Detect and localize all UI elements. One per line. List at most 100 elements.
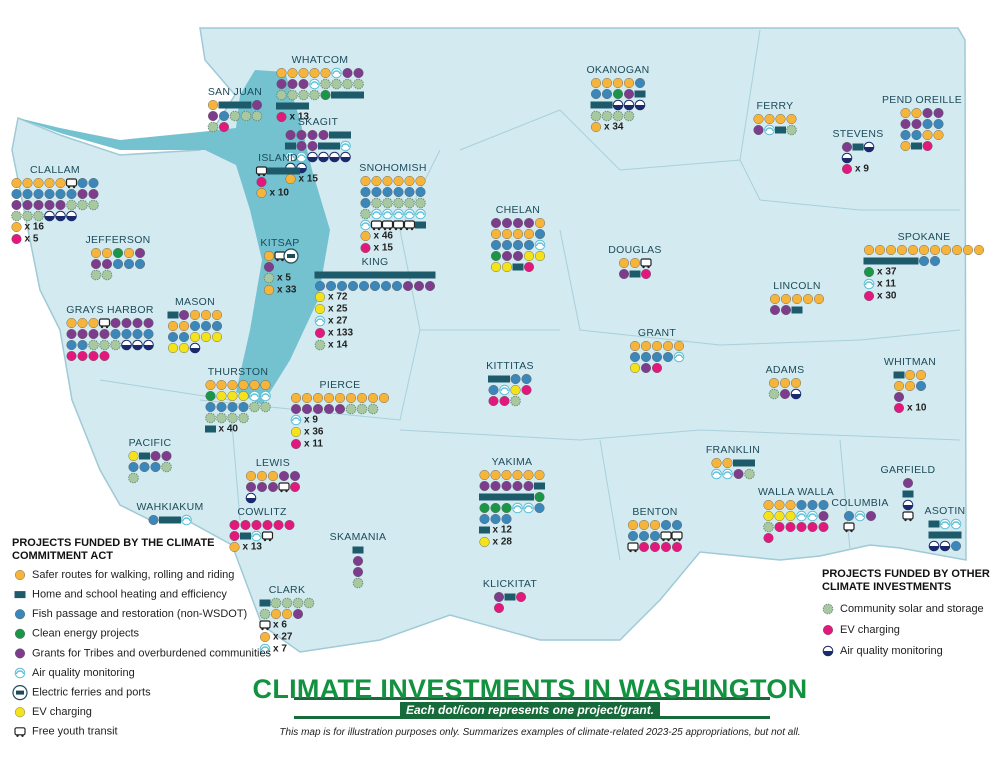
icon <box>775 126 786 134</box>
dot <box>502 250 513 261</box>
dot <box>348 281 359 292</box>
icon <box>336 271 348 279</box>
dot <box>905 370 916 381</box>
icon <box>534 239 546 251</box>
dot <box>110 339 121 351</box>
dot <box>259 608 271 620</box>
dot <box>393 175 404 186</box>
icon <box>132 339 143 351</box>
icon <box>88 177 99 188</box>
icon <box>229 542 240 553</box>
county-name: ISLAND <box>258 152 298 164</box>
dot <box>780 389 791 400</box>
dot <box>711 458 722 469</box>
bar-icon <box>523 493 534 501</box>
multiplier: x 25 <box>328 304 348 315</box>
dot <box>933 107 944 118</box>
icon <box>44 188 55 199</box>
dot <box>88 339 99 351</box>
icon <box>393 197 404 209</box>
dot <box>260 380 271 391</box>
icon <box>11 188 22 199</box>
dot <box>298 78 309 89</box>
icon <box>307 140 318 151</box>
icon <box>313 404 324 415</box>
icon <box>211 332 222 343</box>
icon <box>77 340 88 351</box>
dot <box>512 481 523 492</box>
county-name: SKAGIT <box>298 116 339 128</box>
bar-icon <box>896 257 908 265</box>
icon <box>262 520 273 531</box>
dot <box>650 520 661 531</box>
dot <box>916 381 927 392</box>
icon <box>516 592 527 603</box>
dot <box>128 472 139 484</box>
county-name: GRANT <box>638 327 677 339</box>
dot <box>601 110 613 122</box>
icon <box>781 305 792 316</box>
wheel <box>410 227 414 231</box>
dot <box>216 412 227 424</box>
icon <box>90 247 101 258</box>
icon <box>641 352 652 363</box>
arc <box>855 513 865 518</box>
dot <box>281 597 293 609</box>
icon <box>296 129 307 140</box>
arc <box>372 211 381 216</box>
dot <box>238 402 249 413</box>
multiplier: x 13 <box>290 112 310 123</box>
dot <box>128 451 139 462</box>
icon <box>55 177 66 188</box>
icon <box>791 306 803 314</box>
icon <box>181 514 192 526</box>
half <box>864 147 874 152</box>
dot <box>307 129 318 140</box>
icon <box>673 351 685 363</box>
icon <box>66 199 77 211</box>
icon <box>200 321 211 332</box>
icon <box>276 89 287 101</box>
bar-icon <box>325 271 337 279</box>
icon <box>251 110 263 122</box>
dot <box>371 197 382 209</box>
dot <box>900 107 911 118</box>
icon <box>711 458 722 469</box>
bar-icon <box>289 167 300 175</box>
dot <box>345 403 357 415</box>
icon <box>357 393 368 404</box>
icon <box>205 412 216 424</box>
arc <box>513 505 522 510</box>
dot <box>331 67 342 79</box>
icon <box>844 511 855 522</box>
icon <box>260 380 271 391</box>
icon <box>501 503 512 514</box>
icon <box>14 727 26 737</box>
icon <box>863 257 875 265</box>
bar-icon <box>139 452 150 460</box>
icon <box>941 244 952 255</box>
icon <box>774 500 785 511</box>
icon <box>591 77 602 88</box>
icon <box>281 597 293 609</box>
icon <box>324 404 335 415</box>
dot <box>933 129 944 140</box>
county-name: COWLITZ <box>237 506 287 518</box>
half <box>318 157 329 162</box>
icon <box>148 515 159 526</box>
icon <box>818 522 829 533</box>
icon <box>360 197 371 208</box>
dot <box>14 667 26 679</box>
multiplier: x 30 <box>877 291 897 302</box>
icon <box>722 468 733 480</box>
dot <box>211 321 222 332</box>
arc <box>182 517 191 522</box>
multiplier: x 40 <box>219 424 239 435</box>
dot <box>952 244 963 255</box>
icon <box>143 339 154 351</box>
dot <box>360 197 371 208</box>
icon <box>479 470 490 481</box>
dot <box>287 89 298 101</box>
icon <box>513 228 524 239</box>
icon <box>353 567 364 578</box>
